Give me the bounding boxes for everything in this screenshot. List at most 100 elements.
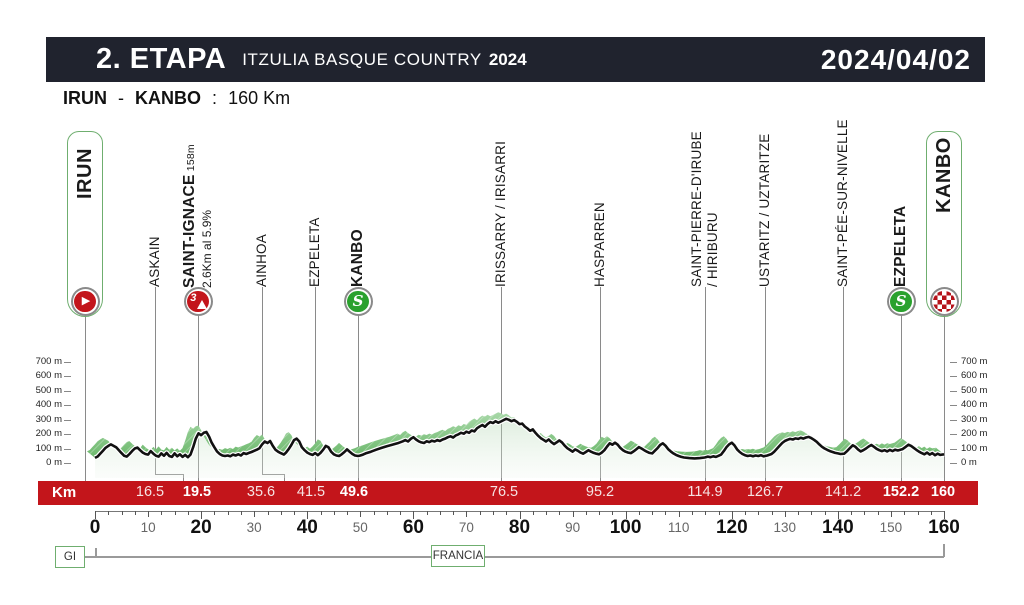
ruler-tick (506, 511, 508, 515)
region-tick (943, 544, 945, 557)
elevation-axis-tick (950, 419, 957, 421)
ruler-major-label: 40 (296, 517, 318, 538)
ruler-tick (108, 511, 110, 515)
sprint-icon: S (343, 287, 373, 316)
route-colon: : (212, 88, 218, 108)
ruler-tick (134, 511, 136, 515)
stage-date: 2024/04/02 (820, 43, 971, 75)
ruler-tick (877, 511, 879, 515)
ruler-tick (294, 511, 295, 515)
ruler-tick (148, 511, 150, 517)
sprint-icon-rim: S (888, 289, 914, 314)
route-separator: - (118, 88, 125, 108)
start-icon: ▶ (70, 287, 100, 316)
ruler-tick (453, 511, 455, 515)
waypoint-label: EZPELETA (307, 217, 322, 287)
waypoint-connector (183, 474, 184, 481)
ruler-tick (426, 511, 428, 515)
start-icon-rim: ▶ (72, 289, 98, 314)
elevation-axis-tick (950, 361, 957, 363)
elevation-axis-label: 600 m (961, 370, 988, 381)
elevation-axis-tick (950, 376, 957, 377)
km-value: 76.5 (489, 484, 519, 500)
ruler-tick (320, 511, 322, 515)
ruler-minor-label: 130 (773, 520, 797, 535)
elevation-axis-label: 100 m (35, 442, 62, 454)
ruler-tick (254, 511, 256, 517)
elevation-axis-label: 200 m (35, 428, 62, 439)
ruler-tick (227, 511, 229, 515)
ruler-tick (745, 511, 746, 515)
ruler-minor-label: 50 (352, 520, 368, 535)
waypoint-label: HASPARREN (592, 202, 607, 287)
ruler-tick (201, 511, 203, 519)
ruler-tick (373, 511, 375, 515)
ruler-major-label: 160 (928, 517, 960, 538)
ruler-tick (638, 511, 640, 515)
waypoint-connector-elbow (155, 474, 183, 475)
sprint-icon: S (886, 287, 916, 316)
ruler-tick (347, 511, 348, 515)
elevation-axis-label: 400 m (35, 399, 62, 410)
ruler-tick (559, 511, 561, 515)
waypoint-label: KANBO (349, 229, 366, 287)
ruler-tick (161, 511, 163, 515)
waypoint-connector (262, 287, 263, 474)
waypoint-label: KANBO (933, 137, 955, 213)
ruler-major-label: 80 (508, 517, 531, 538)
elevation-axis-tick (64, 376, 71, 377)
profile-ribbon (87, 412, 944, 459)
elevation-axis-label: 300 m (961, 413, 988, 425)
ruler-tick (121, 511, 123, 515)
ruler-major-label: 20 (190, 517, 212, 538)
ruler-tick (758, 511, 760, 515)
ruler-major-label: 0 (89, 517, 101, 538)
profile-line-casing (93, 416, 945, 461)
terminal-pill (67, 131, 103, 317)
ruler-tick (95, 511, 96, 519)
ruler-tick (798, 511, 800, 515)
km-value: 141.2 (824, 484, 862, 500)
waypoint-connector (901, 287, 902, 481)
region-box-francia: FRANCIA (431, 545, 485, 567)
region-baseline (85, 556, 944, 558)
elevation-axis-label: 600 m (35, 370, 62, 381)
ruler-tick (439, 511, 441, 515)
waypoint-connector (843, 287, 844, 481)
region-tick (95, 548, 97, 557)
elevation-axis-tick (64, 361, 71, 363)
waypoint-connector (284, 474, 285, 481)
sprint-s-glyph: S (895, 292, 907, 310)
elevation-axis-tick (950, 448, 957, 450)
elevation-axis-label: 500 m (961, 384, 988, 396)
climb-category-label: 3 (190, 291, 197, 304)
region-box-gi: GI (55, 546, 85, 568)
ruler-tick (400, 511, 402, 515)
ruler-tick (692, 511, 693, 515)
ruler-tick (413, 511, 415, 519)
waypoint-label: ASKAIN (147, 236, 162, 287)
ruler-tick (771, 511, 773, 515)
km-value: 95.2 (585, 484, 615, 500)
ruler-tick (240, 511, 242, 515)
elevation-axis-tick (950, 463, 957, 464)
ruler-tick (585, 511, 587, 515)
ruler-tick (599, 511, 601, 515)
waypoint-connector (155, 287, 156, 474)
ruler-major-label: 120 (715, 517, 748, 538)
waypoint-connector-elbow (262, 474, 284, 475)
finish-icon (929, 287, 959, 316)
km-value: 160 (930, 484, 956, 500)
route-start-city: IRUN (63, 88, 107, 108)
ruler-tick (267, 511, 269, 515)
ruler-tick (890, 511, 892, 517)
ruler-minor-label: 90 (565, 520, 581, 535)
km-value: 114.9 (687, 484, 723, 500)
waypoint-connector (501, 287, 502, 481)
ruler-tick (214, 511, 216, 515)
elevation-axis-tick (64, 390, 71, 392)
ruler-minor-label: 150 (879, 520, 903, 535)
waypoint-label: SAINT-PÉE-SUR-NIVELLE (835, 119, 850, 287)
